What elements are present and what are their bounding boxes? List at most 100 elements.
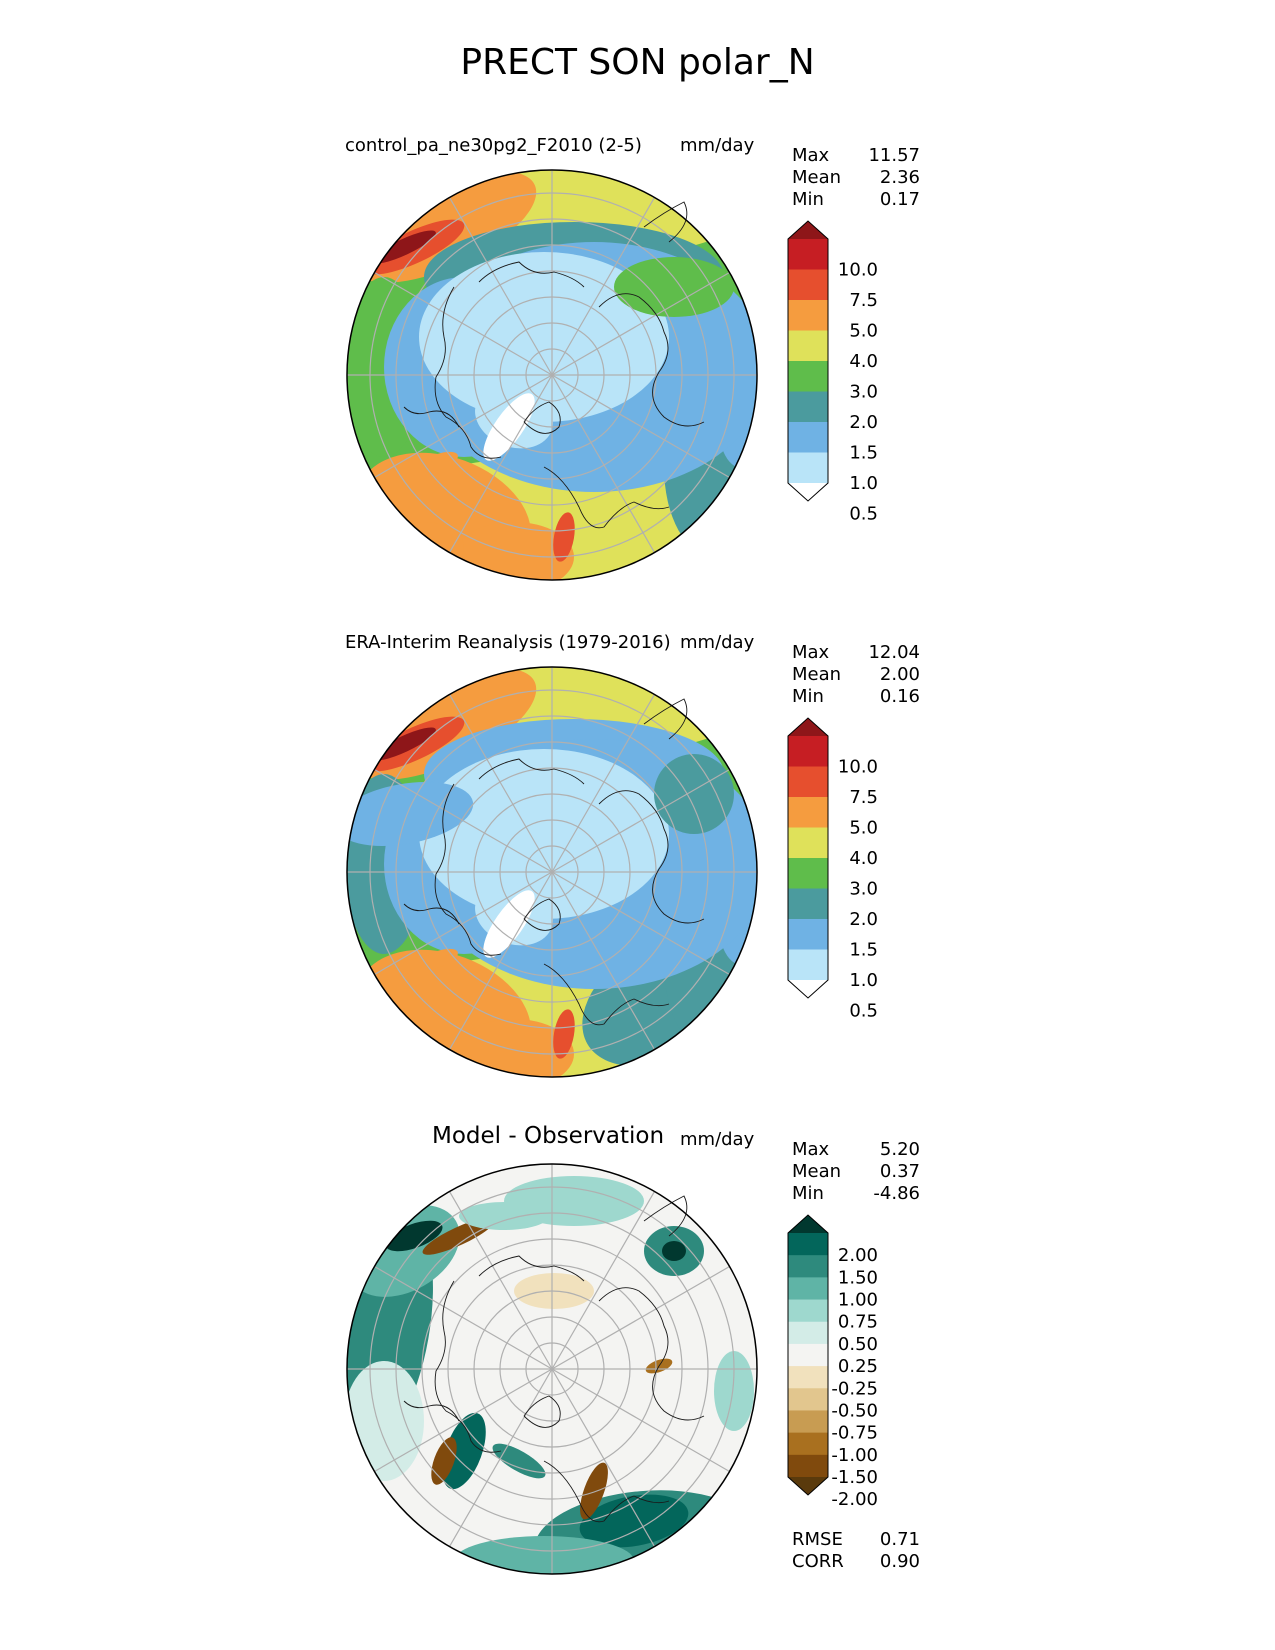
- coastline: [543, 466, 670, 529]
- field: [347, 1164, 757, 1574]
- field-region: [419, 749, 669, 919]
- field-region: [483, 393, 535, 461]
- colorbar-extend-top: [788, 718, 828, 736]
- graticule: [347, 667, 757, 1077]
- field-region: [553, 512, 575, 562]
- field-region: [579, 1494, 689, 1548]
- meridian-line: [448, 197, 553, 376]
- colorbar-tick-label: 0.50: [838, 1334, 878, 1355]
- coastlines: [403, 698, 705, 1026]
- field-region: [347, 1361, 424, 1481]
- colorbar-segment: [788, 1299, 828, 1323]
- stats-box: Max 5.20 Mean 0.37 Min -4.86: [792, 1139, 920, 1205]
- min-value: 0.16: [879, 686, 920, 707]
- field-region: [580, 1462, 608, 1520]
- map-boundary: [346, 666, 758, 1078]
- meridian-line: [374, 1368, 553, 1473]
- meridian-line: [551, 1191, 656, 1370]
- field: [347, 667, 757, 1077]
- coastline: [403, 1400, 460, 1422]
- mean-label: Mean: [792, 167, 842, 188]
- colorbar-segment: [788, 422, 828, 453]
- map-boundary: [346, 1163, 758, 1575]
- colorbar-tick-label: 1.00: [838, 1290, 878, 1311]
- colorbar-segment: [788, 1432, 828, 1456]
- field-region: [459, 1202, 549, 1230]
- meridian-line: [551, 271, 730, 376]
- colorbar: 10.0 7.5 5.0 4.0 3.0 2.0 1.5 1.0 0.5: [787, 717, 878, 1022]
- max-label: Max: [792, 145, 830, 166]
- field-region: [492, 1443, 546, 1479]
- colorbar-segment: [788, 361, 828, 392]
- colorbar-segment: [788, 1277, 828, 1301]
- meridian-line: [448, 871, 553, 1050]
- meridian-line: [551, 768, 730, 873]
- coastline: [543, 963, 670, 1026]
- meridian-line: [551, 871, 656, 1050]
- polar-map: [346, 1163, 758, 1575]
- field-region: [419, 252, 669, 422]
- colorbar-segment: [788, 1321, 828, 1345]
- field-region: [662, 1241, 686, 1261]
- meridian-line: [551, 871, 730, 976]
- colorbar: 2.001.501.000.750.500.25-0.25-0.50-0.75-…: [787, 1214, 878, 1510]
- colorbar-tick-label: 2.0: [849, 412, 878, 433]
- meridian-line: [551, 1265, 730, 1370]
- panel-units: mm/day: [680, 632, 755, 653]
- max-value: 11.57: [868, 145, 920, 166]
- coastline: [643, 201, 688, 243]
- mean-value: 2.00: [879, 664, 920, 685]
- colorbar-tick-label: -0.25: [831, 1378, 878, 1399]
- panel-test: control_pa_ne30pg2_F2010 (2-5) mm/day Ma…: [0, 125, 1275, 595]
- polar-map: [346, 666, 758, 1078]
- colorbar-tick-label: 1.50: [838, 1267, 878, 1288]
- field-region: [347, 782, 474, 846]
- panel-title: ERA-Interim Reanalysis (1979-2016): [345, 632, 671, 653]
- meridian-line: [551, 374, 730, 479]
- meridian-line: [551, 374, 656, 553]
- colorbar-tick-label: -2.00: [831, 1489, 878, 1510]
- colorbar-tick-label: 0.5: [849, 504, 878, 525]
- max-label: Max: [792, 1139, 830, 1160]
- colorbar-extend-top: [788, 221, 828, 239]
- colorbar-segment: [788, 1343, 828, 1367]
- panel-title: Model - Observation: [432, 1123, 665, 1149]
- colorbar-tick-label: -0.50: [831, 1400, 878, 1421]
- colorbar-tick-label: 10.0: [838, 260, 878, 281]
- coastline: [434, 286, 502, 459]
- metrics-box: RMSE 0.71 CORR 0.90: [792, 1529, 920, 1573]
- meridian-line: [448, 1191, 553, 1370]
- mean-value: 2.36: [879, 167, 920, 188]
- colorbar-segment: [788, 858, 828, 889]
- max-value: 5.20: [879, 1139, 920, 1160]
- figure-title: PRECT SON polar_N: [460, 42, 815, 83]
- max-value: 12.04: [868, 642, 920, 663]
- field-region: [420, 948, 458, 970]
- colorbar-tick-label: 4.0: [849, 351, 878, 372]
- corr-label: CORR: [792, 1551, 844, 1572]
- graticule: [347, 1164, 757, 1574]
- stats-box: Max 12.04 Mean 2.00 Min 0.16: [792, 642, 920, 708]
- coastline: [478, 758, 585, 785]
- coastlines: [403, 1195, 705, 1523]
- colorbar-segment: [788, 1255, 828, 1278]
- meridian-line: [374, 374, 553, 479]
- field-region: [372, 727, 436, 761]
- coastline: [643, 698, 688, 740]
- colorbar-tick-label: 0.25: [838, 1356, 878, 1377]
- coastline: [598, 1287, 705, 1421]
- colorbar-tick-label: 5.0: [849, 818, 878, 839]
- coastline: [478, 261, 585, 288]
- field-region: [442, 1412, 486, 1490]
- min-value: 0.17: [879, 189, 920, 210]
- colorbar-segment: [788, 888, 828, 920]
- colorbar-segment: [788, 736, 828, 767]
- colorbar-tick-label: 2.0: [849, 909, 878, 930]
- min-label: Min: [792, 1183, 824, 1204]
- meridian-line: [374, 768, 553, 873]
- colorbar: 10.0 7.5 5.0 4.0 3.0 2.0 1.5 1.0 0.5: [787, 220, 878, 525]
- colorbar-tick-label: 1.5: [849, 940, 878, 961]
- colorbar-segment: [788, 300, 828, 331]
- max-label: Max: [792, 642, 830, 663]
- colorbar-outline: [787, 1214, 829, 1496]
